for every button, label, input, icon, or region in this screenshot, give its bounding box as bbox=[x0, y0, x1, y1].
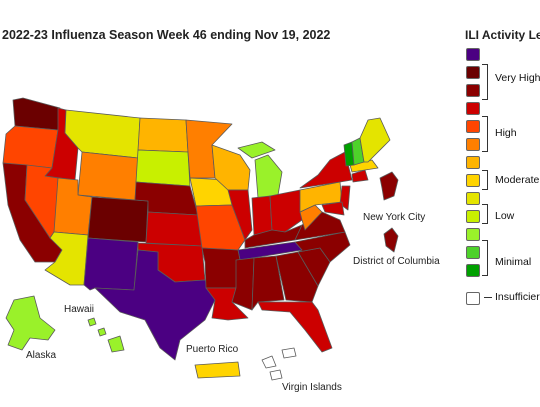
legend-swatch bbox=[466, 120, 480, 133]
legend: ILI Activity Le Very High High Moderate … bbox=[462, 28, 540, 318]
state-mississippi[interactable] bbox=[231, 257, 255, 311]
label-new-york-city: New York City bbox=[363, 212, 425, 223]
legend-swatch bbox=[466, 292, 480, 305]
state-florida[interactable] bbox=[257, 301, 333, 353]
state-alaska[interactable] bbox=[5, 295, 56, 351]
state-south-dakota[interactable] bbox=[135, 149, 191, 187]
state-wyoming[interactable] bbox=[77, 151, 139, 201]
inset-new-york-city[interactable] bbox=[379, 171, 399, 201]
legend-swatch bbox=[466, 210, 480, 223]
legend-swatch bbox=[466, 264, 480, 277]
legend-bracket-low bbox=[482, 204, 488, 224]
label-puerto-rico: Puerto Rico bbox=[186, 344, 239, 355]
state-oregon[interactable] bbox=[2, 125, 59, 169]
legend-swatch bbox=[466, 102, 480, 115]
legend-bracket-high bbox=[482, 116, 488, 152]
legend-swatch bbox=[466, 48, 480, 61]
legend-dash-insufficient bbox=[484, 297, 492, 298]
legend-label-minimal: Minimal bbox=[495, 256, 532, 268]
map-title: 2022-23 Influenza Season Week 46 ending … bbox=[2, 28, 331, 42]
legend-swatch bbox=[466, 156, 480, 169]
legend-swatch bbox=[466, 174, 480, 187]
state-hawaii-3[interactable] bbox=[107, 335, 125, 353]
state-maine[interactable] bbox=[359, 117, 391, 163]
state-new-york[interactable] bbox=[299, 151, 353, 189]
state-kansas[interactable] bbox=[145, 211, 203, 247]
state-delaware-maryland[interactable] bbox=[321, 201, 345, 216]
label-hawaii: Hawaii bbox=[64, 304, 94, 315]
inset-district-of-columbia[interactable] bbox=[383, 227, 399, 253]
state-colorado[interactable] bbox=[87, 196, 149, 243]
legend-swatch bbox=[466, 66, 480, 79]
legend-bracket-minimal bbox=[482, 240, 488, 276]
state-michigan-up[interactable] bbox=[237, 141, 276, 159]
legend-bracket-moderate bbox=[482, 170, 488, 190]
legend-title: ILI Activity Le bbox=[465, 28, 540, 42]
state-michigan[interactable] bbox=[254, 154, 283, 199]
legend-swatch bbox=[466, 246, 480, 259]
state-illinois[interactable] bbox=[227, 189, 253, 241]
legend-swatch bbox=[466, 228, 480, 241]
state-connecticut-ri[interactable] bbox=[351, 169, 369, 183]
legend-bracket-very-high bbox=[482, 64, 488, 100]
label-alaska: Alaska bbox=[26, 350, 56, 361]
state-virginia[interactable] bbox=[294, 211, 346, 241]
label-district-of-columbia: District of Columbia bbox=[353, 256, 440, 267]
territory-virgin-islands-2[interactable] bbox=[281, 347, 297, 359]
legend-label-insufficient: Insufficier bbox=[495, 291, 540, 303]
state-missouri[interactable] bbox=[195, 204, 246, 251]
territory-virgin-islands-1[interactable] bbox=[261, 355, 277, 369]
legend-swatch bbox=[466, 192, 480, 205]
state-kentucky[interactable] bbox=[244, 224, 303, 249]
legend-label-high: High bbox=[495, 127, 517, 139]
state-new-mexico[interactable] bbox=[83, 237, 139, 291]
territory-virgin-islands-3[interactable] bbox=[269, 369, 283, 381]
state-hawaii-1[interactable] bbox=[87, 317, 97, 327]
state-indiana[interactable] bbox=[251, 195, 273, 236]
state-washington[interactable] bbox=[12, 97, 61, 131]
legend-label-moderate: Moderate bbox=[495, 174, 540, 186]
state-alabama[interactable] bbox=[251, 255, 285, 311]
state-hawaii-2[interactable] bbox=[97, 327, 107, 337]
state-arkansas[interactable] bbox=[201, 247, 241, 289]
legend-label-low: Low bbox=[495, 210, 515, 222]
state-georgia[interactable] bbox=[275, 251, 319, 303]
state-north-carolina[interactable] bbox=[294, 231, 351, 263]
legend-swatch bbox=[466, 84, 480, 97]
territory-puerto-rico[interactable] bbox=[194, 361, 241, 379]
state-ohio[interactable] bbox=[269, 189, 303, 233]
legend-label-very-high: Very High bbox=[495, 72, 540, 84]
legend-swatch bbox=[466, 138, 480, 151]
state-north-dakota[interactable] bbox=[137, 117, 189, 153]
map-labels: New York City District of Columbia Hawai… bbox=[26, 212, 440, 393]
label-virgin-islands: Virgin Islands bbox=[282, 382, 342, 393]
state-texas[interactable] bbox=[94, 249, 216, 361]
states-layer bbox=[2, 97, 399, 381]
